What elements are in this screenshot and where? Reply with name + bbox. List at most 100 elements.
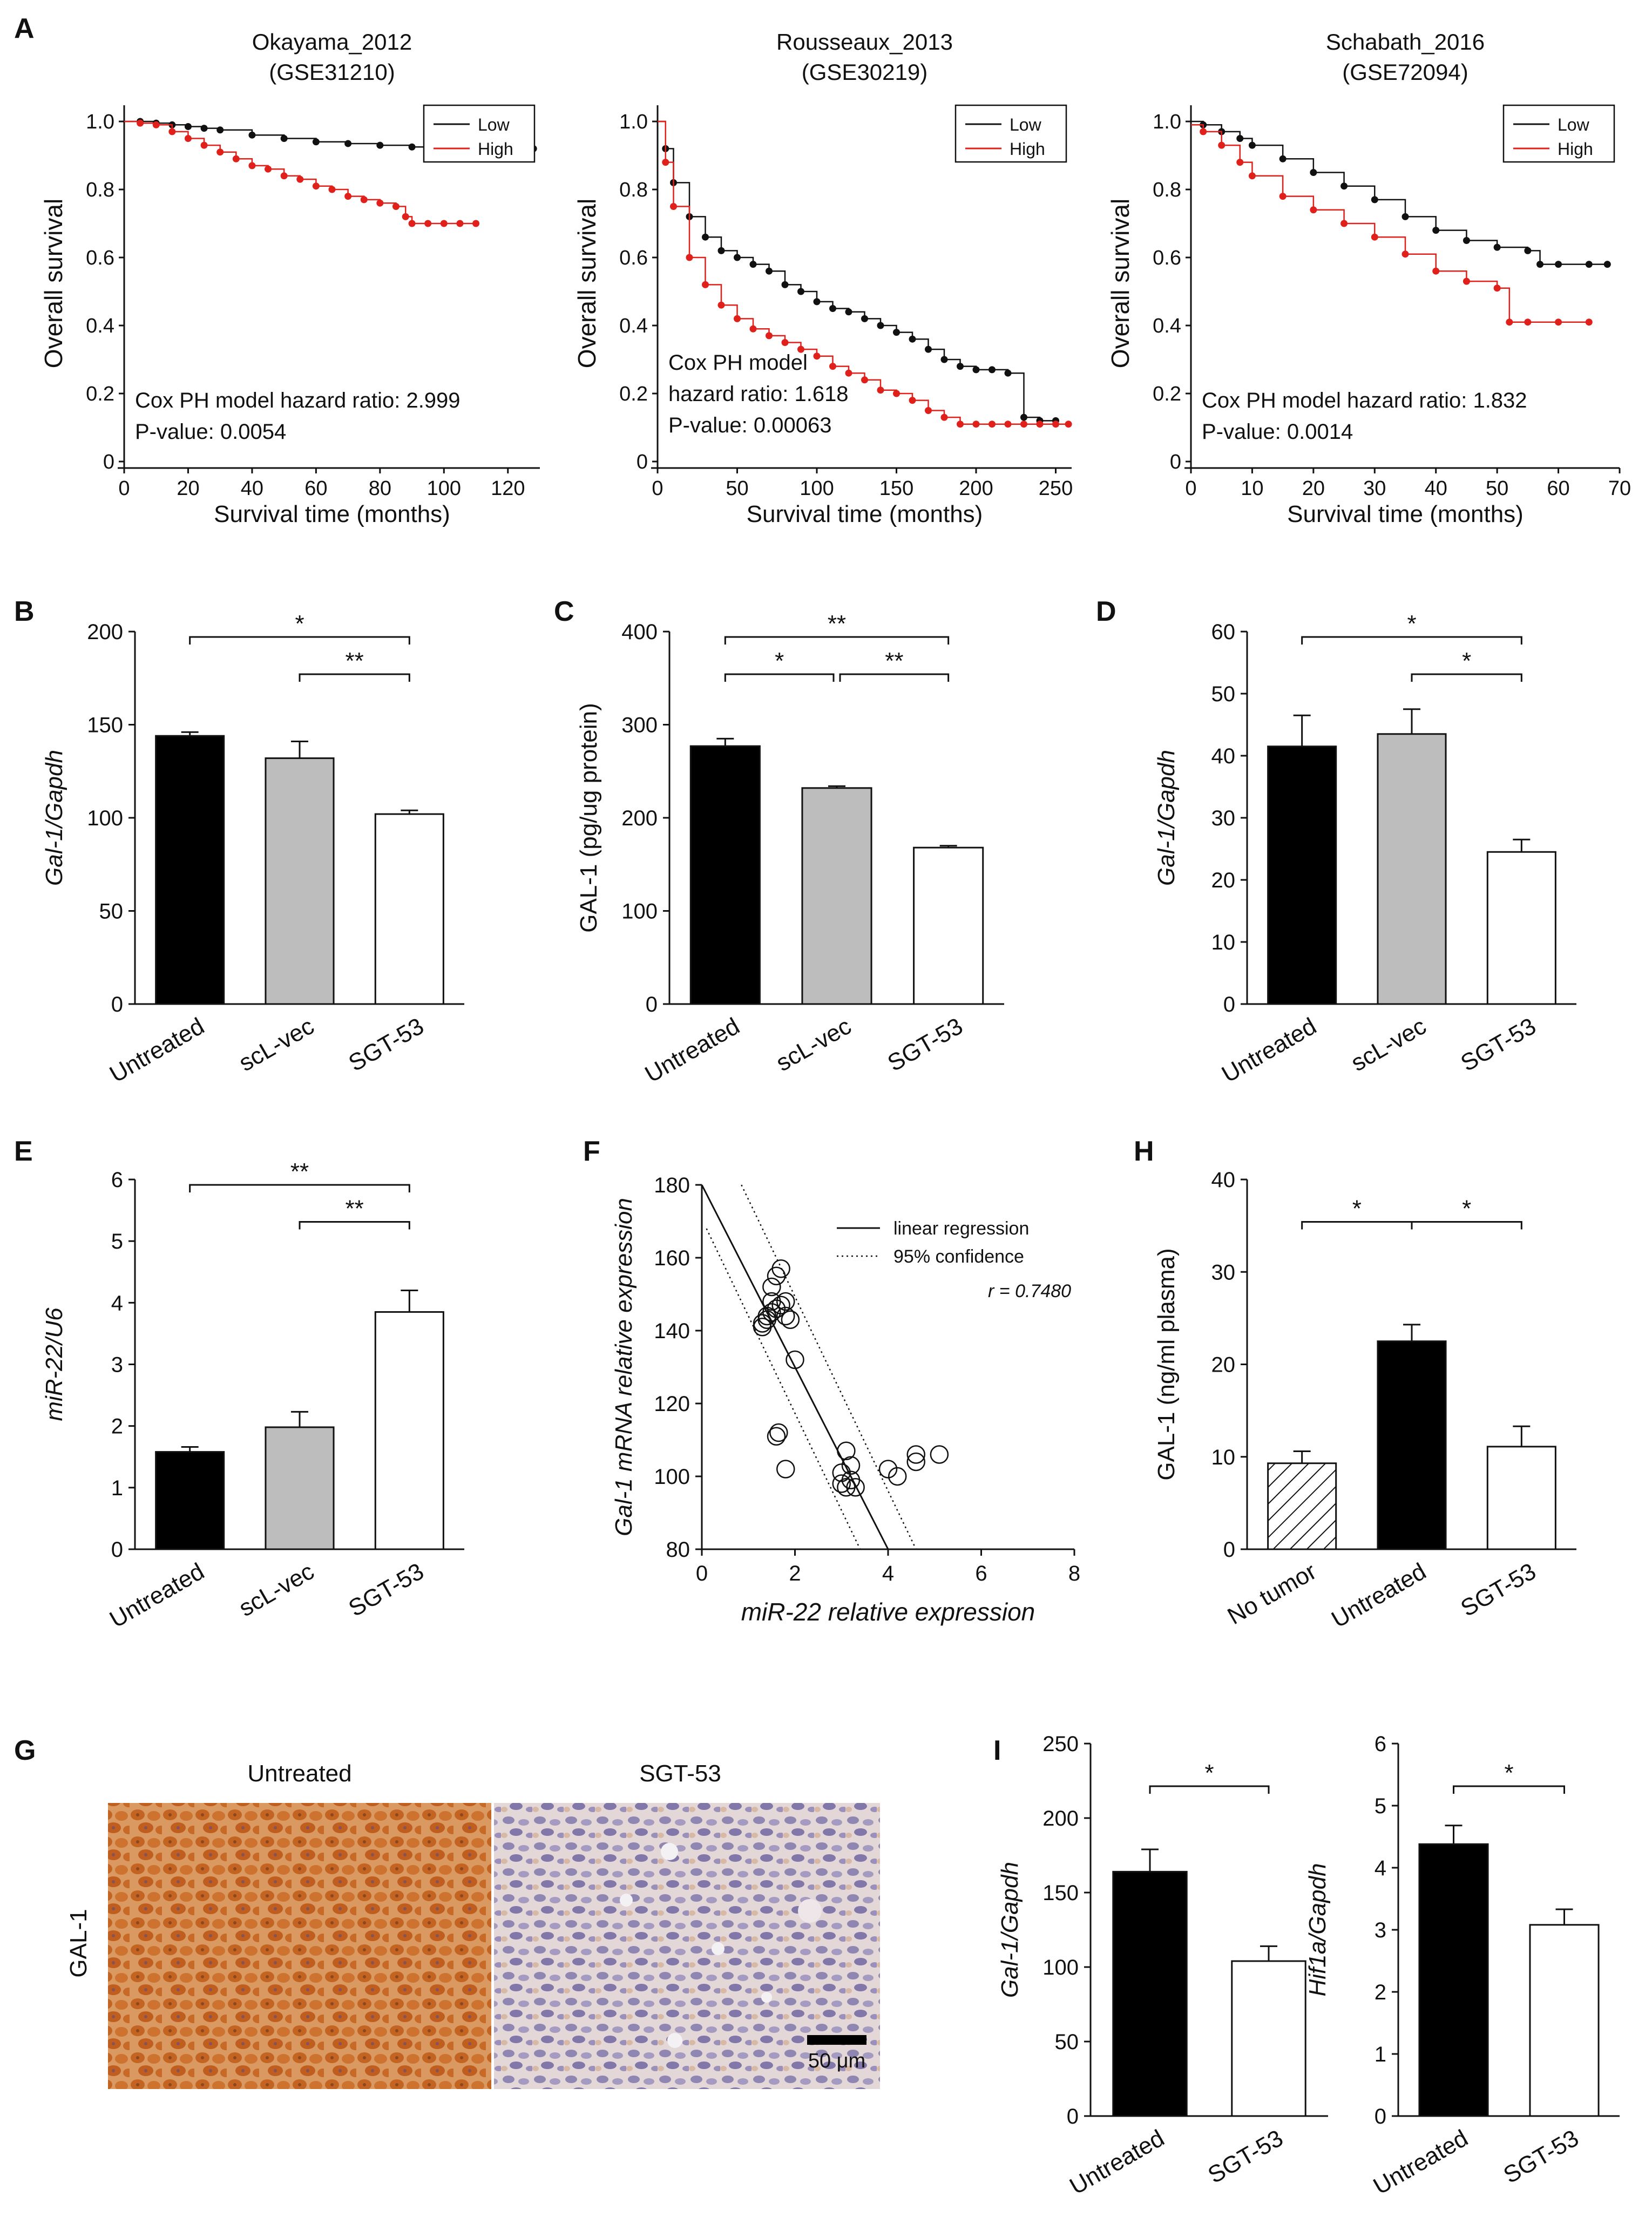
censor-point-high	[184, 135, 192, 142]
censor-point-high	[265, 165, 272, 173]
error-bar	[1555, 1908, 1573, 1925]
x-tick-label: 100	[427, 477, 461, 500]
censor-point-low	[893, 329, 900, 336]
censor-point-low	[376, 141, 384, 149]
censor-point-high	[829, 363, 836, 370]
significance-bracket	[1411, 1221, 1522, 1230]
y-axis-label: Hif1a/Gapdh	[1304, 1863, 1331, 1996]
y-tick-label: 4	[1375, 1856, 1386, 1880]
significance-bracket	[1411, 673, 1522, 682]
x-tick-label: 40	[241, 477, 263, 500]
significance-label: **	[346, 648, 364, 674]
error-bar	[1141, 1848, 1159, 1872]
legend-box	[1502, 104, 1615, 163]
x-tick-label: 6	[975, 1562, 987, 1585]
y-tick-label: 100	[87, 806, 123, 830]
x-tick-label: 60	[304, 477, 327, 500]
bar-scl-vec	[801, 787, 872, 1005]
legend-label: High	[478, 139, 513, 159]
significance-bracket	[724, 673, 835, 682]
y-tick-label: 180	[654, 1174, 690, 1197]
censor-point-low	[940, 356, 948, 363]
bar-chart-I1: 0 50 100 150 200 250 Gal-1/Gapdh Untreated SGT-5…	[997, 1732, 1328, 2200]
significance-bracket	[724, 636, 950, 645]
legend-label: 95% confidence	[893, 1246, 1024, 1267]
censor-point-high	[408, 220, 416, 227]
x-tick-label: scL-vec	[1346, 1013, 1431, 1076]
scatter-point	[767, 1427, 786, 1446]
y-tick-label: 2	[111, 1415, 123, 1439]
censor-point-high	[402, 213, 409, 220]
censor-point-high	[168, 128, 176, 135]
censor-point-high	[312, 182, 320, 190]
correlation-annotation: r = 0.7480	[988, 1281, 1071, 1301]
censor-point-high	[1402, 250, 1409, 258]
x-axis-label: miR-22 relative expression	[741, 1598, 1035, 1626]
bar-no-tumor	[1267, 1462, 1337, 1550]
y-axis-label: GAL-1 (pg/ug protein)	[576, 703, 602, 933]
censor-point-high	[1371, 233, 1378, 241]
legend-label: High	[1010, 139, 1045, 159]
bar-sgt-53	[374, 813, 444, 1005]
y-tick-label: 10	[1211, 1446, 1236, 1469]
y-axis-label: Gal-1/Gapdh	[41, 750, 67, 886]
ihc-image-sgt53	[494, 1803, 880, 2089]
y-tick-label: 200	[1042, 1807, 1079, 1830]
y-tick-label: 30	[1211, 806, 1236, 830]
censor-point-high	[1236, 159, 1244, 166]
y-tick-label: 0.4	[86, 315, 114, 337]
censor-point-low	[1310, 169, 1317, 176]
y-tick-label: 120	[654, 1392, 690, 1416]
x-tick-label: 120	[491, 477, 525, 500]
chart-title: Okayama_2012	[252, 29, 412, 55]
censor-point-low	[1493, 243, 1501, 251]
censor-point-low	[1402, 213, 1409, 220]
error-bar	[1445, 1825, 1463, 1845]
censor-point-high	[1065, 421, 1072, 428]
x-tick-label: No tumor	[1223, 1558, 1321, 1630]
y-tick-label: 0.8	[619, 179, 648, 201]
scatter-chart-F: 80 100 120 140 160 180 0 2 4 6 8 miR-22 relative ex…	[611, 1174, 1080, 1626]
error-bar	[1513, 1425, 1531, 1447]
scatter-point	[753, 1318, 772, 1337]
annotation-text: P-value: 0.0054	[135, 420, 286, 444]
y-tick-label: 0	[111, 993, 123, 1016]
x-tick-label: 0	[1185, 477, 1196, 500]
y-tick-label: 0.2	[619, 383, 648, 405]
censor-point-high	[909, 397, 916, 404]
y-tick-label: 6	[1375, 1732, 1386, 1756]
y-tick-label: 50	[99, 900, 124, 924]
scatter-point	[769, 1423, 788, 1442]
error-bar	[291, 741, 308, 758]
censor-point-high	[424, 220, 432, 227]
x-tick-label: Untreated	[105, 1558, 209, 1633]
censor-point-high	[376, 199, 384, 207]
y-tick-label: 0.2	[1153, 383, 1181, 405]
y-tick-label: 80	[666, 1538, 690, 1562]
censor-point-high	[1524, 318, 1532, 326]
km-line-high	[658, 120, 1069, 425]
scatter-point	[762, 1277, 781, 1297]
censor-point-low	[344, 140, 352, 147]
bar-chart-C: 0 100 200 300 400 GAL-1 (pg/ug protein) Untrea…	[576, 611, 1004, 1088]
y-tick-label: 5	[1375, 1794, 1386, 1818]
significance-bracket	[299, 673, 410, 682]
chart-subtitle: (GSE72094)	[1342, 59, 1468, 85]
y-tick-label: 40	[1211, 1168, 1236, 1192]
y-tick-label: 200	[87, 620, 123, 644]
scatter-point	[832, 1474, 851, 1493]
censor-point-low	[781, 281, 789, 288]
bar-scl-vec	[265, 757, 335, 1005]
censor-point-low	[1236, 135, 1244, 142]
bar-chart-E: 0 1 2 3 4 5 6 miR-22/U6 Untreated scL-vec SGT-53 **…	[41, 1158, 464, 1633]
bar-scl-vec	[265, 1426, 335, 1550]
censor-point-high	[893, 390, 900, 397]
y-tick-label: 1.0	[86, 111, 114, 133]
legend-label: linear regression	[893, 1218, 1029, 1239]
ihc-vacuole	[667, 2033, 682, 2048]
significance-bracket	[1301, 636, 1522, 645]
y-tick-label: 100	[621, 900, 658, 924]
error-bar	[1513, 838, 1531, 852]
scatter-point	[888, 1467, 907, 1486]
significance-bracket	[1149, 1785, 1270, 1794]
